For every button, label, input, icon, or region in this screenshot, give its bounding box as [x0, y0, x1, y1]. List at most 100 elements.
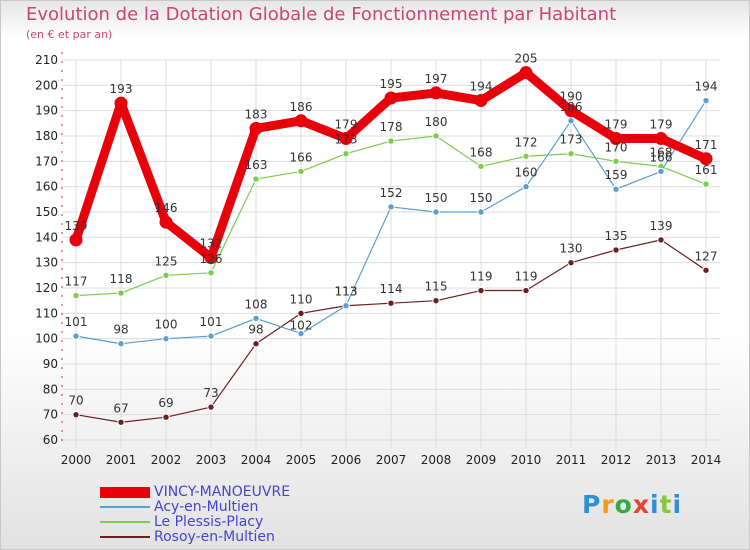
legend-item-vincy-manoeuvre: VINCY-MANOEUVRE [100, 484, 360, 500]
data-label: 159 [605, 168, 628, 182]
data-label: 194 [695, 80, 718, 94]
data-label: 179 [650, 118, 673, 132]
logo-letter: i [650, 490, 660, 519]
x-tick-label: 2004 [241, 453, 272, 467]
data-label: 179 [335, 118, 358, 132]
y-tick-label: 160 [35, 180, 58, 194]
logo-letter: o [614, 490, 633, 519]
data-label: 114 [380, 282, 403, 296]
y-tick-label: 210 [35, 53, 58, 67]
legend-swatch [100, 536, 150, 538]
y-tick-label: 100 [35, 332, 58, 346]
data-label: 161 [695, 163, 718, 177]
data-point [567, 258, 575, 267]
legend-item-rosoy-en-multien: Rosoy-en-Multien [100, 529, 360, 545]
legend-label: Rosoy-en-Multien [154, 529, 275, 545]
proxiti-logo: Proxiti [582, 490, 682, 519]
legend-label: VINCY-MANOEUVRE [154, 484, 291, 500]
x-tick-label: 2002 [151, 453, 182, 467]
x-tick-label: 2014 [691, 453, 722, 467]
data-label: 108 [245, 297, 268, 311]
data-point [252, 340, 260, 348]
logo-letter: r [601, 490, 615, 519]
data-point [114, 96, 128, 110]
data-label: 194 [470, 80, 493, 94]
x-tick-label: 2005 [286, 453, 317, 467]
data-point [384, 91, 398, 105]
data-label: 186 [560, 100, 583, 114]
data-label: 205 [515, 52, 538, 66]
data-point [522, 286, 530, 295]
data-label: 163 [245, 158, 268, 172]
y-tick-label: 70 [43, 408, 58, 422]
data-point [477, 208, 485, 216]
data-point [612, 157, 620, 166]
data-label: 170 [605, 140, 628, 154]
y-tick-label: 180 [35, 129, 58, 143]
y-tick-label: 60 [43, 433, 58, 447]
data-point [117, 289, 125, 297]
data-label: 70 [68, 394, 83, 408]
data-point [564, 104, 578, 118]
data-point [609, 132, 623, 146]
logo-letter: t [659, 490, 673, 519]
data-point [162, 271, 170, 280]
x-tick-label: 2013 [646, 453, 677, 467]
x-tick-label: 2008 [421, 453, 452, 467]
data-label: 113 [335, 285, 358, 299]
legend-item-acy-en-multien: Acy-en-Multien [100, 499, 360, 515]
data-label: 173 [560, 133, 583, 147]
data-label: 73 [203, 386, 218, 400]
data-label: 171 [695, 138, 718, 152]
legend-swatch [100, 486, 150, 498]
data-point [162, 413, 170, 421]
x-tick-label: 2001 [106, 453, 137, 467]
data-label: 178 [380, 120, 403, 134]
data-point [342, 150, 350, 158]
data-point [702, 96, 710, 105]
y-tick-label: 170 [35, 154, 58, 168]
data-label: 179 [605, 118, 628, 132]
data-point [477, 162, 485, 171]
data-point [477, 286, 485, 295]
data-label: 132 [200, 237, 223, 251]
data-point [207, 332, 215, 340]
data-label: 193 [110, 82, 133, 96]
data-label: 130 [560, 242, 583, 256]
data-point [249, 121, 263, 135]
data-point [294, 114, 308, 128]
data-label: 118 [110, 272, 133, 286]
logo-letter: P [582, 490, 602, 519]
data-label: 150 [425, 191, 448, 205]
data-label: 195 [380, 77, 403, 91]
data-point [474, 94, 488, 108]
legend-swatch [100, 506, 150, 508]
y-tick-label: 130 [35, 256, 58, 270]
data-point [699, 152, 713, 166]
legend-label: Acy-en-Multien [154, 499, 259, 515]
logo-letter: x [632, 490, 650, 519]
data-point [162, 334, 170, 343]
data-label: 100 [155, 318, 178, 332]
chart-title: Evolution de la Dotation Globale de Fonc… [26, 4, 617, 25]
data-point [159, 215, 173, 229]
data-label: 69 [158, 396, 173, 410]
data-point [252, 314, 260, 323]
data-point [297, 329, 305, 338]
data-point [702, 266, 710, 274]
data-label: 183 [245, 107, 268, 121]
data-label: 102 [290, 319, 313, 333]
data-point [612, 185, 620, 193]
x-tick-label: 2007 [376, 453, 407, 467]
data-point [519, 66, 533, 80]
data-label: 67 [113, 401, 128, 415]
data-label: 180 [425, 115, 448, 129]
data-label: 173 [335, 133, 358, 147]
x-tick-label: 2000 [61, 453, 92, 467]
data-point [69, 233, 83, 247]
legend-label: Le Plessis-Placy [154, 514, 264, 530]
x-tick-label: 2012 [601, 453, 632, 467]
data-point [702, 180, 710, 188]
data-point [72, 291, 80, 300]
